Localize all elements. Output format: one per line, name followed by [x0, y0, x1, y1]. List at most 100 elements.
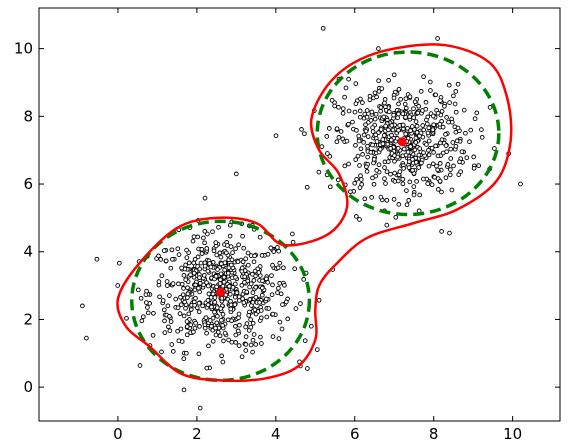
data-point — [378, 194, 384, 200]
data-point — [201, 282, 206, 288]
data-point — [175, 328, 180, 334]
data-point — [269, 292, 275, 298]
data-point — [357, 185, 363, 190]
data-point — [446, 119, 451, 125]
data-point — [250, 337, 256, 343]
data-point — [325, 151, 330, 156]
data-point — [250, 271, 255, 277]
data-point — [228, 298, 233, 304]
data-point — [259, 341, 264, 346]
data-point — [376, 89, 382, 94]
data-point — [292, 266, 298, 272]
data-point — [247, 297, 253, 302]
data-point — [492, 146, 497, 151]
data-point — [405, 149, 411, 155]
data-point — [186, 311, 192, 317]
data-point — [413, 159, 419, 165]
data-point — [218, 254, 224, 260]
data-point — [450, 140, 456, 145]
data-point — [283, 299, 289, 305]
data-point — [221, 338, 226, 344]
data-point — [430, 161, 436, 167]
data-point — [363, 122, 368, 128]
data-point — [426, 138, 432, 144]
data-point — [386, 127, 391, 133]
data-point — [240, 233, 245, 239]
x-tick-label: 10 — [503, 425, 522, 443]
data-point — [417, 192, 423, 198]
data-point — [276, 336, 282, 341]
data-point — [196, 309, 202, 315]
data-point — [388, 137, 394, 143]
data-point — [175, 305, 181, 311]
data-point — [461, 107, 467, 113]
data-point — [360, 152, 365, 157]
data-point — [159, 349, 164, 355]
data-point — [205, 283, 211, 289]
data-point — [179, 281, 185, 287]
data-point — [250, 290, 256, 295]
data-point — [168, 319, 174, 324]
data-point — [474, 110, 480, 116]
data-point — [302, 131, 307, 137]
data-point — [363, 128, 369, 134]
data-point — [298, 301, 303, 306]
data-point — [350, 119, 355, 125]
data-point — [453, 89, 459, 94]
data-point — [413, 140, 419, 145]
data-point — [448, 167, 453, 172]
data-point — [455, 125, 461, 131]
data-point — [382, 176, 387, 181]
data-point — [479, 127, 484, 132]
data-point — [408, 144, 413, 149]
data-point — [425, 130, 431, 136]
data-point — [233, 323, 238, 329]
data-point — [358, 96, 363, 102]
data-point — [334, 139, 340, 145]
data-point — [270, 262, 275, 268]
data-point — [314, 347, 320, 352]
data-point — [244, 289, 250, 295]
data-point — [243, 342, 249, 347]
data-point — [156, 253, 161, 259]
data-point — [243, 348, 249, 353]
data-point — [269, 273, 274, 278]
data-point — [365, 134, 371, 139]
data-point — [401, 166, 406, 171]
data-point — [365, 154, 370, 160]
data-point — [203, 315, 209, 321]
data-point — [176, 338, 182, 344]
data-point — [179, 265, 184, 271]
data-point — [280, 302, 285, 307]
data-point — [217, 250, 223, 256]
data-point — [449, 119, 455, 125]
data-point — [453, 109, 459, 115]
data-point — [191, 270, 197, 276]
cluster-center — [216, 287, 226, 297]
data-point — [392, 158, 397, 164]
data-point — [416, 103, 422, 109]
data-point — [426, 152, 432, 158]
data-point — [209, 323, 214, 329]
data-point — [400, 176, 406, 182]
data-point — [226, 283, 232, 289]
data-point — [411, 184, 417, 189]
data-point — [356, 133, 362, 139]
data-point — [476, 163, 482, 168]
data-point — [181, 387, 187, 393]
data-point — [266, 306, 272, 311]
data-point — [437, 140, 443, 146]
data-point — [220, 311, 226, 317]
data-point — [357, 114, 363, 120]
data-point — [169, 247, 175, 253]
data-point — [242, 280, 247, 285]
data-point — [220, 359, 226, 365]
data-point — [376, 46, 381, 51]
data-point — [435, 153, 441, 159]
data-point — [241, 245, 247, 251]
data-point — [417, 133, 422, 139]
data-point — [161, 307, 167, 313]
data-point — [250, 300, 256, 305]
data-point — [390, 127, 396, 133]
